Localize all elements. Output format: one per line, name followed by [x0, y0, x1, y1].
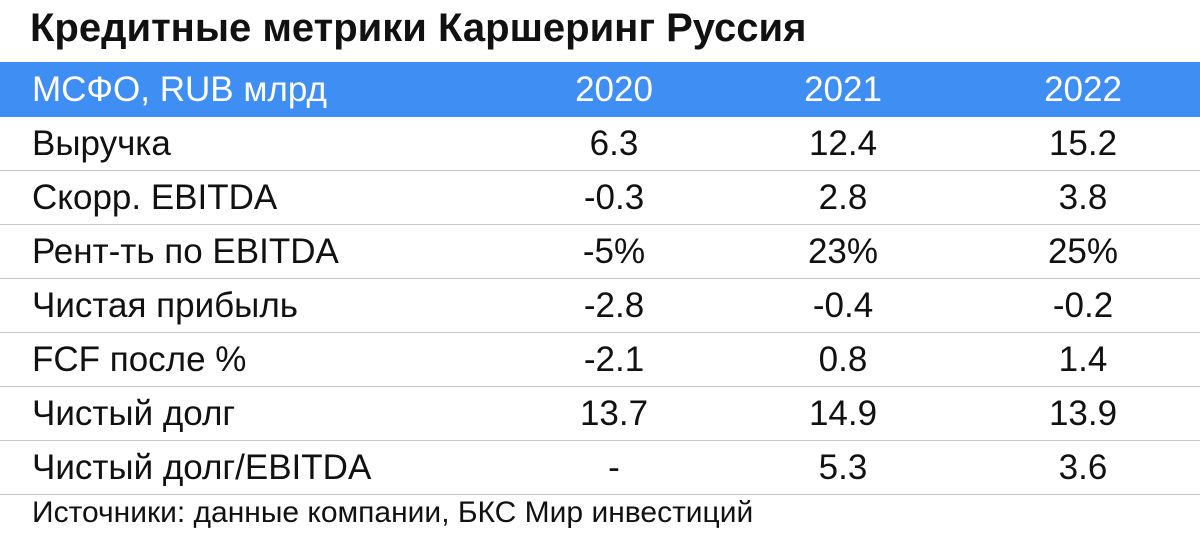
- cell-value: 6.3: [589, 123, 639, 163]
- source-note: Источники: данные компании, БКС Мир инве…: [32, 496, 754, 529]
- row-label: МСФО, RUB млрд: [32, 69, 327, 109]
- row-label: Скорр. EBITDA: [32, 177, 278, 217]
- cell-value: 2.8: [818, 177, 868, 217]
- cell-value: -5%: [582, 231, 646, 271]
- cell-value: 0.8: [818, 339, 868, 379]
- table-row: Чистый долг/EBITDA - 5.3 3.6: [0, 441, 1200, 495]
- row-label: Выручка: [32, 123, 171, 163]
- cell-value: -0.2: [1052, 285, 1114, 325]
- cell-value: 2022: [1044, 69, 1122, 109]
- cell-value: 3.6: [1058, 447, 1108, 487]
- cell-value: -2.8: [583, 285, 645, 325]
- table-row: Рент-ть по EBITDA -5% 23% 25%: [0, 225, 1200, 279]
- cell-value: -0.4: [812, 285, 874, 325]
- row-label: Чистая прибыль: [32, 285, 298, 325]
- cell-value: -0.3: [583, 177, 645, 217]
- cell-value: -: [608, 447, 620, 487]
- cell-value: 23%: [807, 231, 879, 271]
- cell-value: 1.4: [1058, 339, 1108, 379]
- cell-value: 13.9: [1048, 393, 1118, 433]
- table-row: Чистый долг 13.7 14.9 13.9: [0, 387, 1200, 441]
- cell-value: 3.8: [1058, 177, 1108, 217]
- cell-value: 2020: [575, 69, 653, 109]
- cell-value: 2021: [804, 69, 882, 109]
- table-row: Выручка 6.3 12.4 15.2: [0, 117, 1200, 171]
- header-row: МСФО, RUB млрд 2020 2021 2022: [0, 62, 1200, 117]
- title: Кредитные метрики Каршеринг Руссия: [30, 6, 807, 50]
- table-row: Скорр. EBITDA -0.3 2.8 3.8: [0, 171, 1200, 225]
- row-label: Чистый долг/EBITDA: [32, 447, 372, 487]
- row-label: Рент-ть по EBITDA: [32, 231, 339, 271]
- row-label: Чистый долг: [32, 393, 236, 433]
- cell-value: 12.4: [808, 123, 878, 163]
- cell-value: 13.7: [579, 393, 649, 433]
- table-row: FCF после % -2.1 0.8 1.4: [0, 333, 1200, 387]
- cell-value: 5.3: [818, 447, 868, 487]
- row-label: FCF после %: [32, 339, 247, 379]
- cell-value: 15.2: [1048, 123, 1118, 163]
- table-row: Чистая прибыль -2.8 -0.4 -0.2: [0, 279, 1200, 333]
- cell-value: -2.1: [583, 339, 645, 379]
- cell-value: 14.9: [808, 393, 878, 433]
- cell-value: 25%: [1047, 231, 1119, 271]
